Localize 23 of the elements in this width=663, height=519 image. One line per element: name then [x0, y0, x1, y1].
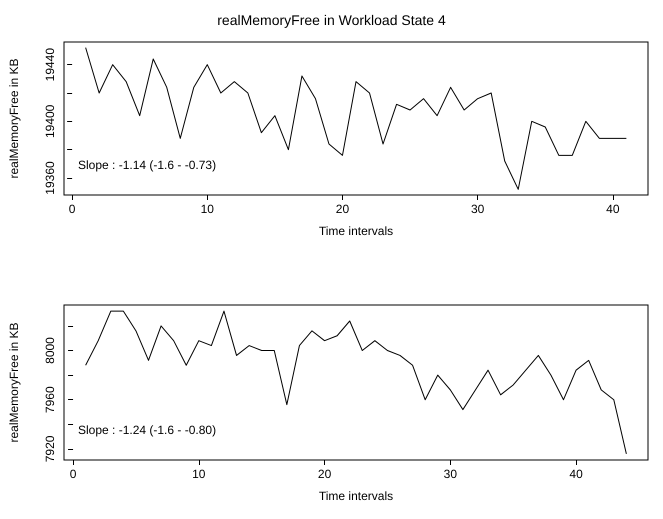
annotation: Slope : -1.14 (-1.6 - -0.73) — [78, 158, 216, 172]
y-tick-label: 7960 — [43, 386, 57, 414]
x-tick-label: 0 — [68, 202, 76, 216]
y-axis-title: realMemoryFree in KB — [7, 58, 21, 179]
x-tick-label: 0 — [70, 467, 77, 481]
x-tick-label: 10 — [192, 467, 206, 481]
x-tick-label: 40 — [569, 467, 584, 481]
annotation: Slope : -1.24 (-1.6 - -0.80) — [78, 423, 216, 437]
y-tick-label: 19400 — [43, 104, 57, 138]
x-tick-label: 10 — [200, 202, 214, 216]
x-tick-label: 30 — [444, 467, 458, 481]
x-tick-label: 20 — [318, 467, 332, 481]
x-tick-label: 30 — [470, 202, 485, 216]
y-tick-label: 19440 — [43, 48, 57, 82]
y-tick-label: 7920 — [43, 435, 57, 462]
x-axis-title: Time intervals — [318, 489, 394, 503]
chart-title: realMemoryFree in Workload State 4 — [217, 12, 446, 28]
x-tick-label: 40 — [606, 202, 620, 216]
x-axis-title: Time intervals — [318, 224, 394, 238]
y-axis-title: realMemoryFree in KB — [7, 322, 21, 443]
x-tick-label: 20 — [336, 202, 350, 216]
y-tick-label: 8000 — [43, 336, 57, 364]
y-tick-label: 19360 — [43, 160, 57, 195]
